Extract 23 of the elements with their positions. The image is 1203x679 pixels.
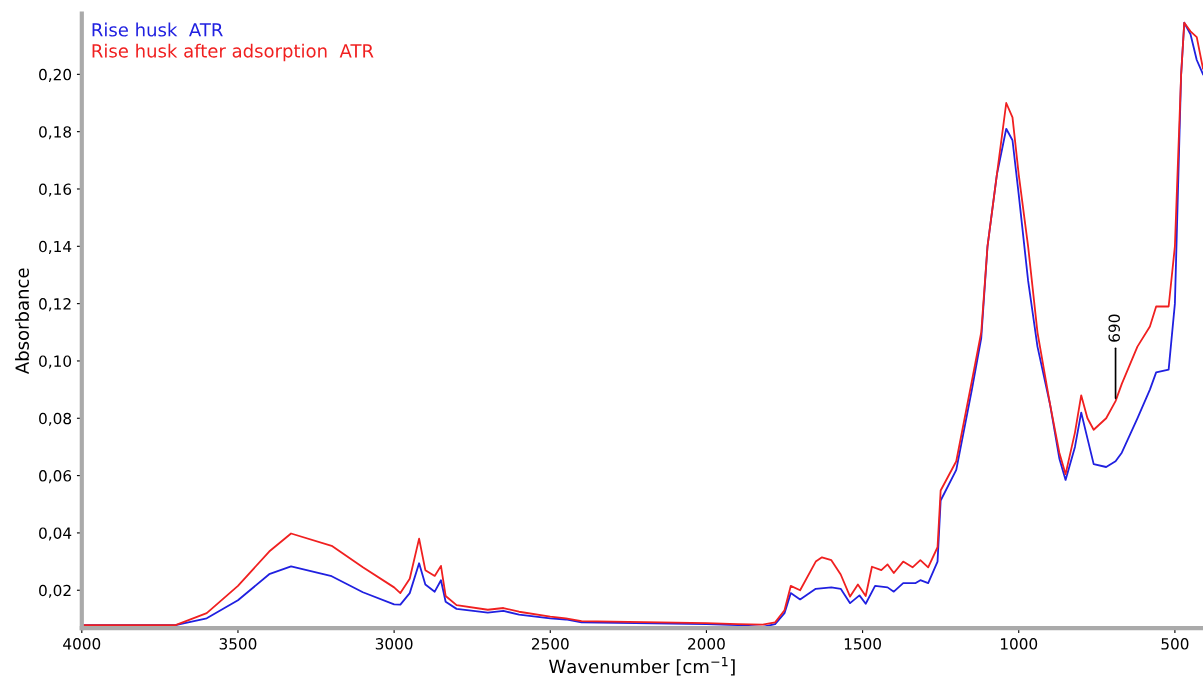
y-tick-label: 0,02 — [39, 584, 71, 598]
annotation: 690 — [1108, 314, 1120, 342]
y-tick-label: 0,20 — [39, 68, 72, 82]
y-tick-label: 0,14 — [39, 240, 72, 254]
y-tick-label: 0,16 — [39, 183, 72, 197]
text: Rise husk ATR — [92, 22, 223, 37]
y-tick-label: 0,12 — [39, 298, 71, 312]
text: Rise husk after adsorption ATR — [92, 43, 374, 62]
x-tick-label: 2500 — [531, 638, 569, 650]
y-axis-title: Absorbance — [15, 268, 30, 375]
x-tick-label: 2000 — [688, 638, 725, 650]
x-tick-label: 500 — [1161, 638, 1189, 650]
x-axis-title: Wavenumber [cm$^{−1}$] — [549, 656, 735, 676]
x-tick-label: 3500 — [219, 638, 257, 650]
y-tick-label: 0,08 — [39, 412, 72, 426]
x-tick-label: 4000 — [63, 638, 101, 650]
x-tick-label: 1500 — [844, 638, 882, 650]
y-tick-label: 0,06 — [39, 470, 72, 484]
x-tick-label: 3000 — [375, 638, 413, 650]
y-tick-label: 0,10 — [39, 355, 72, 369]
y-tick-label: 0,18 — [39, 126, 72, 140]
y-tick-label: 0,04 — [39, 527, 72, 541]
x-tick-label: 1000 — [1000, 638, 1038, 650]
